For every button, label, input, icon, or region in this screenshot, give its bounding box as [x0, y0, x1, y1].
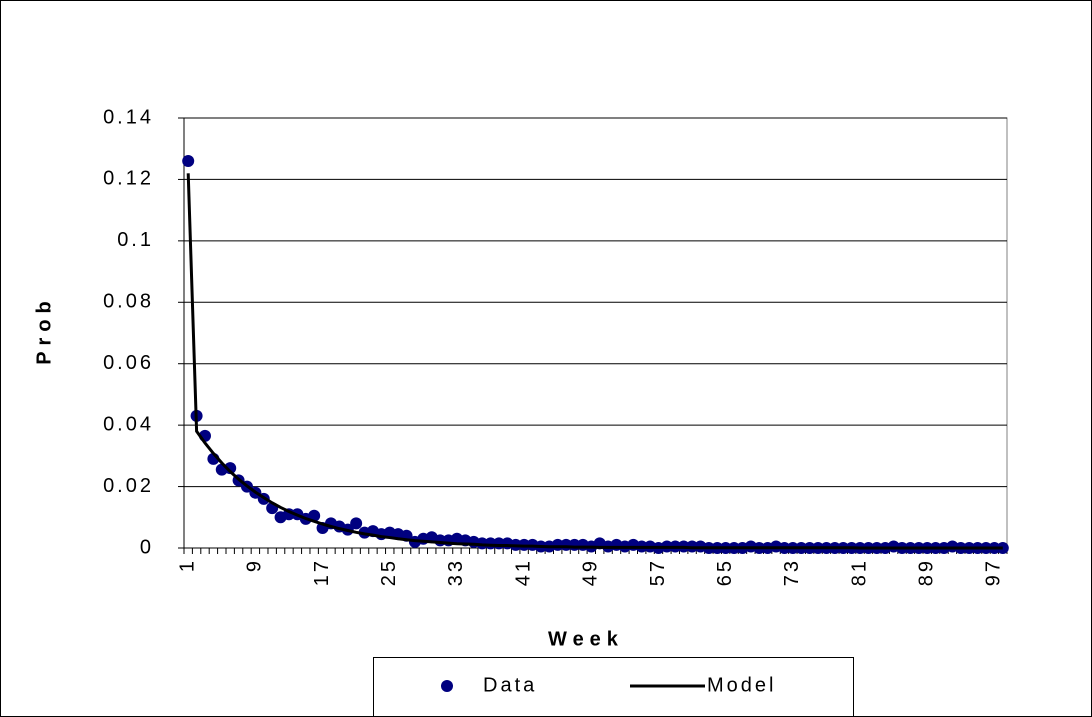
legend-label: Model: [707, 674, 776, 696]
x-tick-label: 17: [311, 558, 333, 586]
plot-area: [183, 117, 1008, 549]
x-tick-label: 81: [848, 558, 870, 586]
data-point: [996, 542, 1009, 554]
legend-label: Data: [483, 674, 537, 696]
y-tick-label: 0.04: [103, 413, 154, 435]
y-tick-label: 0.1: [117, 229, 154, 251]
data-point: [224, 462, 237, 475]
model-line: [186, 173, 1003, 550]
x-tick-label: 65: [714, 558, 736, 586]
y-axis-title: Prob: [33, 295, 55, 365]
data-point: [182, 155, 195, 167]
x-tick-label: 57: [647, 558, 669, 586]
y-tick-label: 0.02: [103, 475, 154, 497]
x-tick-label: 25: [378, 558, 400, 586]
x-tick-label: 89: [916, 558, 938, 586]
x-tick-label: 9: [244, 558, 266, 572]
x-tick-label: 97: [983, 558, 1005, 586]
x-tick-label: 41: [512, 558, 534, 586]
y-tick-label: 0.08: [103, 291, 154, 313]
data-point: [350, 517, 363, 530]
legend-box: [373, 657, 854, 717]
legend-marker: [441, 680, 453, 692]
x-tick-label: 49: [580, 558, 602, 586]
y-tick-label: 0.12: [103, 168, 154, 190]
x-tick-label: 1: [176, 558, 198, 572]
y-tick-label: 0: [140, 536, 154, 558]
y-tick-label: 0.14: [103, 106, 154, 128]
x-tick-label: 33: [445, 558, 467, 586]
x-axis-title: Week: [548, 628, 624, 650]
y-tick-label: 0.06: [103, 352, 154, 374]
x-tick-label: 73: [781, 558, 803, 586]
